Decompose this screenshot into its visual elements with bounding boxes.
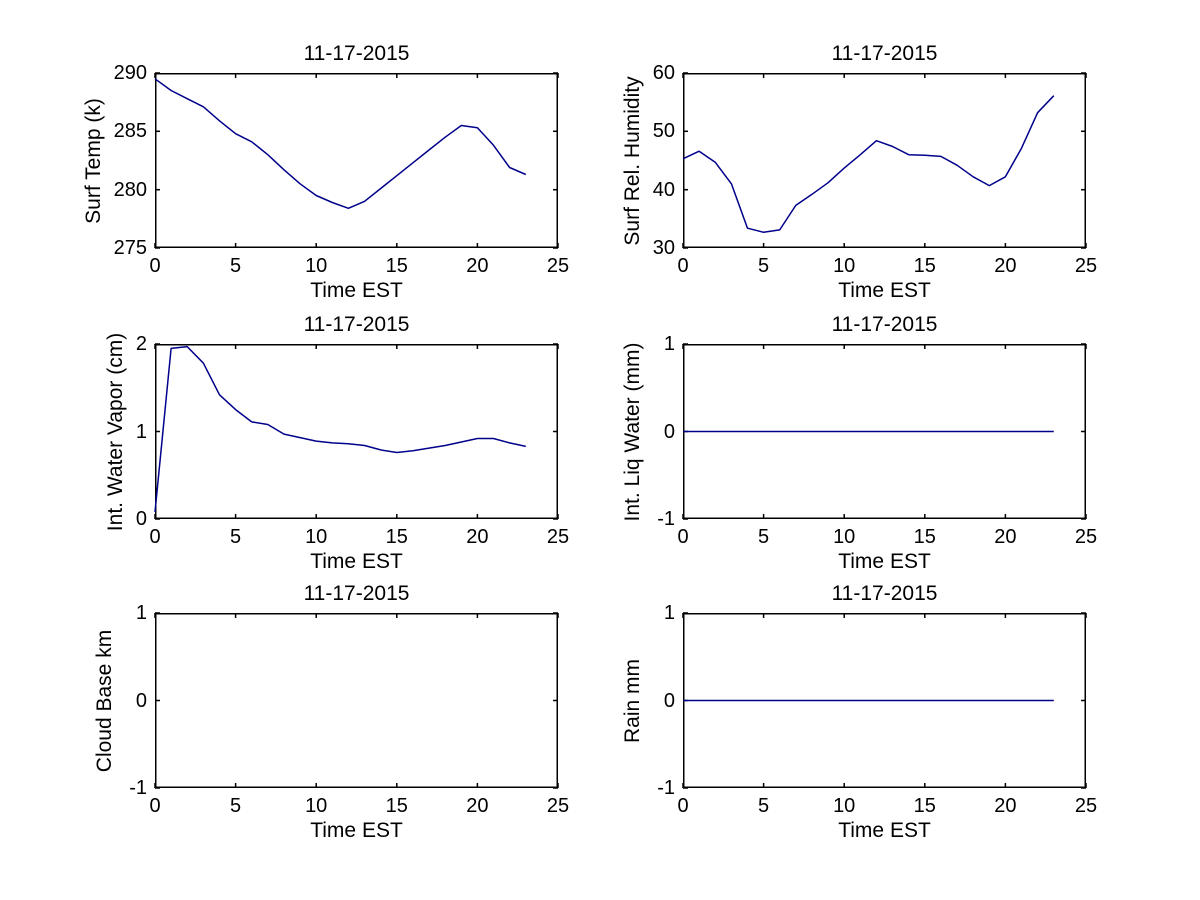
- y-tick-label: 1: [663, 333, 675, 355]
- y-tick-label: 0: [663, 420, 675, 443]
- y-tick-label: 2: [135, 333, 147, 355]
- x-tick-label: 20: [466, 795, 489, 817]
- plot-title: 11-17-2015: [303, 582, 410, 605]
- plot-title: 11-17-2015: [303, 313, 410, 336]
- y-tick-label: 40: [652, 178, 675, 201]
- x-tick-label: 0: [149, 526, 161, 548]
- y-tick-label: 1: [663, 602, 675, 624]
- x-tick-label: 10: [833, 255, 856, 277]
- axis-box: [155, 344, 558, 519]
- x-tick-label: 25: [1074, 255, 1098, 277]
- x-tick-label: 0: [149, 795, 161, 817]
- x-tick-label: 25: [546, 526, 570, 548]
- plot-title: 11-17-2015: [303, 42, 410, 65]
- y-axis-label: Surf Rel. Humidity: [621, 75, 644, 246]
- x-tick-label: 20: [994, 795, 1017, 817]
- y-tick-label: 50: [652, 120, 675, 143]
- x-tick-label: 5: [230, 795, 242, 817]
- x-tick-label: 25: [546, 795, 570, 817]
- y-tick-label: 285: [113, 120, 147, 143]
- x-tick-label: 0: [677, 795, 689, 817]
- plot-title: 11-17-2015: [831, 313, 938, 336]
- y-tick-label: 0: [135, 508, 147, 530]
- data-line: [154, 78, 527, 210]
- x-tick-label: 10: [305, 255, 328, 277]
- x-tick-label: 20: [466, 255, 489, 277]
- y-axis-label: Int. Water Vapor (cm): [104, 332, 127, 531]
- x-tick-label: 10: [305, 526, 328, 548]
- plot-title: 11-17-2015: [831, 42, 938, 65]
- x-tick-label: 10: [833, 526, 856, 548]
- axis-box: [683, 613, 1086, 788]
- y-axis-label: Rain mm: [621, 658, 644, 743]
- x-tick-label: 5: [758, 255, 770, 277]
- x-tick-label: 15: [913, 526, 936, 548]
- x-axis-label: Time EST: [838, 819, 931, 842]
- x-tick-label: 0: [149, 255, 161, 277]
- plot-area-svg: [682, 72, 1087, 249]
- y-tick-label: -1: [657, 508, 675, 530]
- y-tick-label: 0: [663, 689, 675, 712]
- x-tick-label: 5: [230, 255, 242, 277]
- plot-area-svg: [154, 72, 559, 249]
- y-tick-label: 60: [652, 62, 675, 84]
- x-tick-label: 20: [994, 526, 1017, 548]
- y-axis-label: Cloud Base km: [93, 629, 116, 772]
- y-tick-label: 275: [113, 237, 147, 259]
- x-tick-label: 0: [677, 526, 689, 548]
- data-line: [682, 95, 1055, 234]
- x-tick-label: 15: [385, 526, 408, 548]
- data-line: [154, 345, 526, 513]
- y-axis-label: Surf Temp (k): [82, 97, 105, 224]
- y-tick-label: 280: [113, 178, 147, 201]
- plot-area-svg: [682, 343, 1087, 520]
- x-tick-label: 0: [677, 255, 689, 277]
- x-tick-label: 25: [1074, 526, 1098, 548]
- x-axis-label: Time EST: [310, 819, 403, 842]
- y-tick-label: -1: [657, 777, 675, 799]
- y-tick-label: 290: [113, 62, 147, 84]
- x-tick-label: 25: [546, 255, 570, 277]
- y-tick-label: 30: [652, 237, 675, 259]
- x-axis-label: Time EST: [838, 279, 931, 302]
- y-tick-label: 1: [135, 602, 147, 624]
- plot-area-svg: [154, 612, 559, 789]
- x-tick-label: 15: [385, 255, 408, 277]
- y-tick-label: 0: [135, 689, 147, 712]
- plot-area-svg: [154, 343, 559, 520]
- x-tick-label: 25: [1074, 795, 1098, 817]
- x-tick-label: 20: [994, 255, 1017, 277]
- x-axis-label: Time EST: [310, 550, 403, 573]
- x-tick-label: 20: [466, 526, 489, 548]
- axis-box: [683, 73, 1086, 248]
- x-tick-label: 15: [385, 795, 408, 817]
- x-tick-label: 10: [833, 795, 856, 817]
- y-tick-label: 1: [135, 420, 147, 443]
- x-tick-label: 15: [913, 795, 936, 817]
- axis-box: [683, 344, 1086, 519]
- axis-box: [155, 73, 558, 248]
- plot-area-svg: [682, 612, 1087, 789]
- x-axis-label: Time EST: [310, 279, 403, 302]
- x-tick-label: 15: [913, 255, 936, 277]
- y-tick-label: -1: [129, 777, 147, 799]
- x-tick-label: 5: [230, 526, 242, 548]
- plot-title: 11-17-2015: [831, 582, 938, 605]
- y-axis-label: Int. Liq Water (mm): [621, 342, 644, 521]
- x-tick-label: 5: [758, 795, 770, 817]
- axis-box: [155, 613, 558, 788]
- x-tick-label: 10: [305, 795, 328, 817]
- x-tick-label: 5: [758, 526, 770, 548]
- x-axis-label: Time EST: [838, 550, 931, 573]
